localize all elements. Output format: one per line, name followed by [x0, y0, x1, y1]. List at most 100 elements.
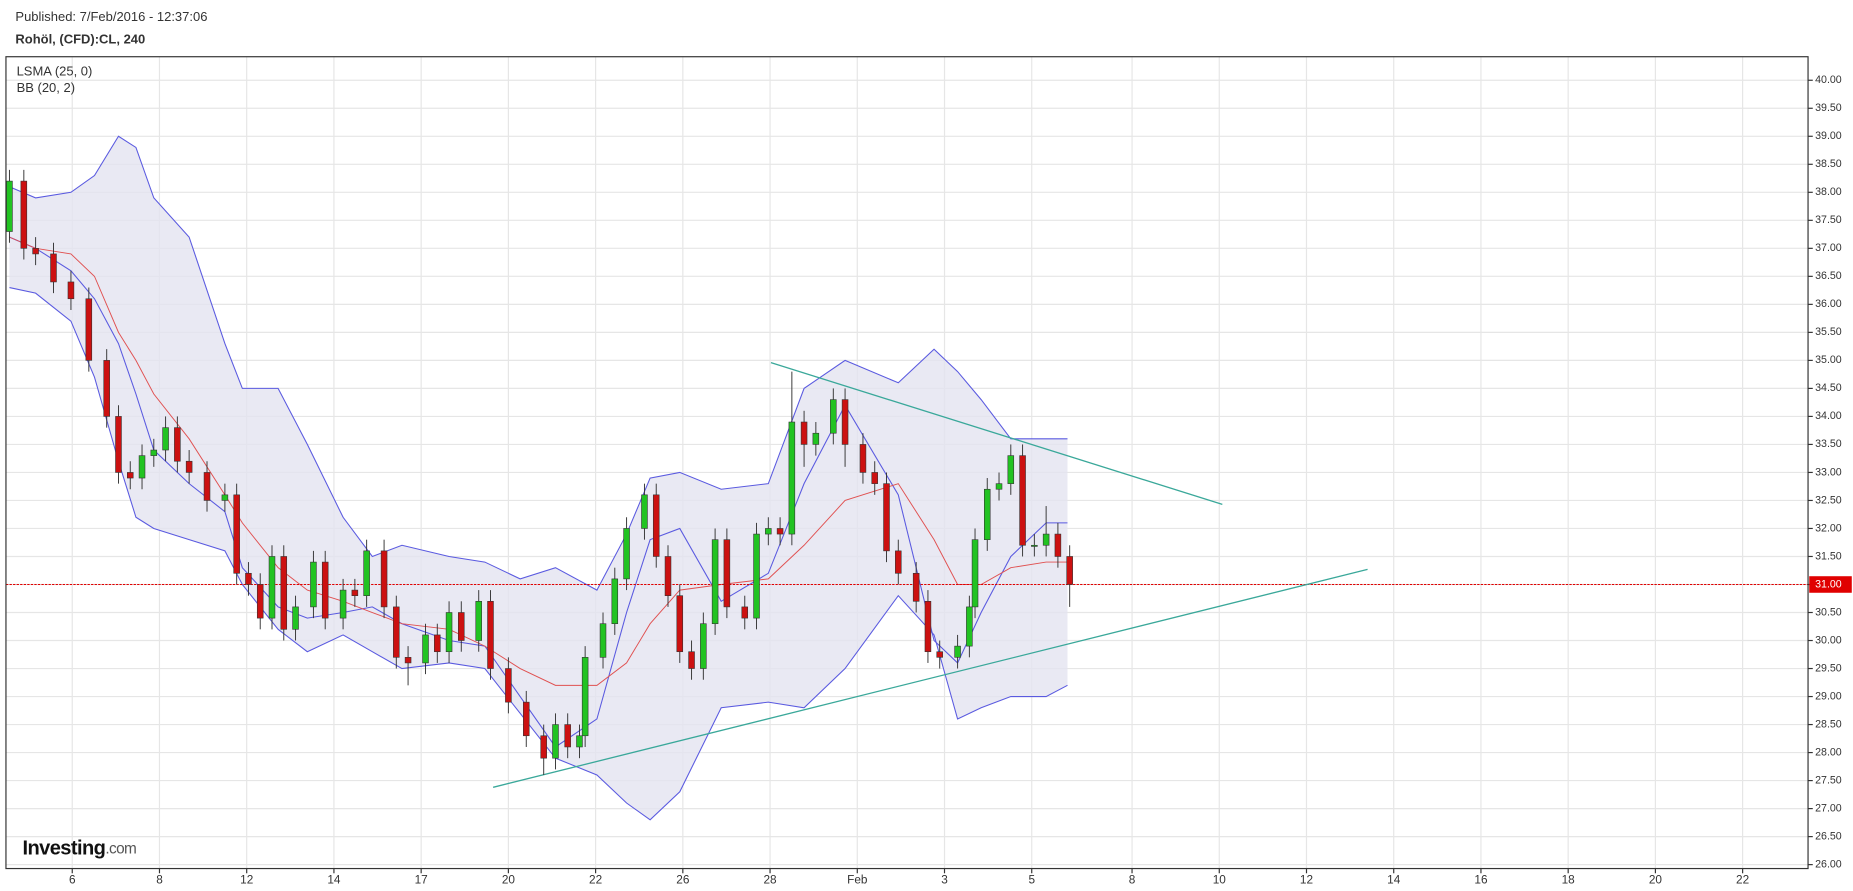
candle-body	[800, 421, 808, 445]
candle-body	[812, 432, 820, 445]
candle-body	[487, 601, 494, 669]
candle-body	[256, 584, 264, 619]
published: Published: 7/Feb/2016 - 12:37:06	[15, 9, 207, 24]
candle-body	[540, 735, 547, 759]
y-tick-label: 28.50	[1815, 718, 1842, 730]
candle-body	[676, 595, 684, 653]
plot	[5, 135, 1809, 821]
y-tick-label: 36.00	[1815, 298, 1842, 310]
candle-body	[641, 494, 648, 529]
candle-body	[203, 472, 211, 501]
y-tick-label: 33.50	[1815, 438, 1842, 450]
candle-body	[174, 427, 181, 462]
candle-body	[741, 606, 749, 619]
candle-body	[936, 651, 943, 658]
candle-body	[162, 427, 169, 451]
candle-body	[664, 556, 672, 596]
bb-line	[9, 287, 1068, 821]
candle-body	[1066, 556, 1073, 585]
candle-body	[268, 556, 276, 619]
lsma-line	[9, 236, 1068, 686]
y-tick-label: 37.50	[1815, 214, 1842, 226]
y-tick-label: 31.50	[1815, 550, 1842, 562]
x-tick-label: 22	[1736, 872, 1749, 886]
y-tick-label: 30.50	[1815, 606, 1842, 618]
candle-body	[599, 623, 607, 658]
plot-frame	[5, 56, 1809, 870]
candle-body	[912, 572, 920, 602]
x-tick-label: 8	[156, 872, 163, 886]
candle-body	[830, 399, 837, 434]
candle-body	[984, 488, 991, 540]
candle-body	[221, 494, 229, 501]
indicator-label: BB (20, 2)	[17, 80, 75, 95]
candle-body	[292, 606, 299, 630]
last-price-box	[1809, 576, 1852, 593]
y-tick-label: 39.50	[1815, 102, 1842, 114]
symbol: Rohöl, (CFD):CL, 240	[15, 32, 145, 47]
logo-suffix: .com	[105, 841, 136, 858]
candle-body	[1054, 533, 1062, 557]
bb-line	[9, 135, 1068, 591]
candle-body	[776, 528, 784, 535]
candle-body	[233, 494, 240, 574]
candle-body	[523, 701, 530, 737]
candle-body	[581, 657, 589, 737]
x-tick-label: 14	[327, 872, 341, 886]
trendline	[492, 568, 1368, 788]
candle-body	[363, 550, 370, 596]
x-tick-label: 20	[502, 872, 516, 886]
candle-body	[688, 651, 695, 669]
candle-body	[841, 399, 849, 445]
y-tick-label: 27.50	[1815, 774, 1842, 786]
candle-body	[245, 572, 252, 585]
x-tick-label: 14	[1387, 872, 1401, 886]
x-tick-label: 17	[415, 872, 428, 886]
candle-body	[20, 180, 28, 249]
candle-body	[434, 634, 441, 653]
candle-body	[1019, 455, 1026, 546]
y-tick-label: 32.00	[1815, 522, 1842, 534]
axes: 26.00 26.50 27.00 27.50 28.00 28.50 29.00 29.50…	[69, 74, 1852, 886]
candle-body	[32, 248, 39, 255]
y-tick-label: 29.00	[1815, 690, 1842, 702]
candle-body	[127, 472, 134, 479]
candle-body	[711, 539, 719, 625]
candle-body	[652, 494, 660, 557]
candle-body	[765, 528, 772, 535]
candle-body	[859, 444, 867, 473]
candle-body	[564, 724, 571, 748]
y-tick-label: 32.50	[1815, 494, 1842, 506]
x-tick-label: 20	[1649, 872, 1663, 886]
candle-body	[753, 533, 760, 619]
y-tick-label: 34.50	[1815, 382, 1842, 394]
candle-body	[185, 460, 193, 473]
y-tick-label: 34.00	[1815, 410, 1842, 422]
candle-body	[393, 606, 400, 658]
candle-body	[1007, 455, 1015, 484]
candle-body	[351, 589, 359, 596]
y-tick-label: 38.00	[1815, 186, 1842, 198]
x-tick-label: 6	[69, 872, 76, 886]
x-tick-label: 12	[240, 872, 253, 886]
candle-body	[700, 623, 707, 669]
y-tick-label: 29.50	[1815, 662, 1842, 674]
candle-body	[475, 601, 482, 641]
candle-body	[576, 735, 583, 748]
candle-body	[966, 606, 973, 647]
candle-body	[971, 539, 979, 608]
candle-body	[883, 483, 890, 552]
x-tick-label: 10	[1213, 872, 1227, 886]
candle-body	[85, 298, 93, 361]
y-tick-label: 36.50	[1815, 270, 1842, 282]
candle-body	[150, 449, 158, 456]
trendline	[770, 362, 1223, 505]
indicator-label: LSMA (25, 0)	[17, 64, 93, 79]
candle-body	[995, 483, 1003, 490]
y-tick-label: 28.00	[1815, 746, 1842, 758]
candle-body	[50, 253, 57, 283]
candle-body	[871, 472, 878, 484]
candle-body	[623, 528, 630, 580]
y-tick-label: 26.50	[1815, 830, 1842, 842]
